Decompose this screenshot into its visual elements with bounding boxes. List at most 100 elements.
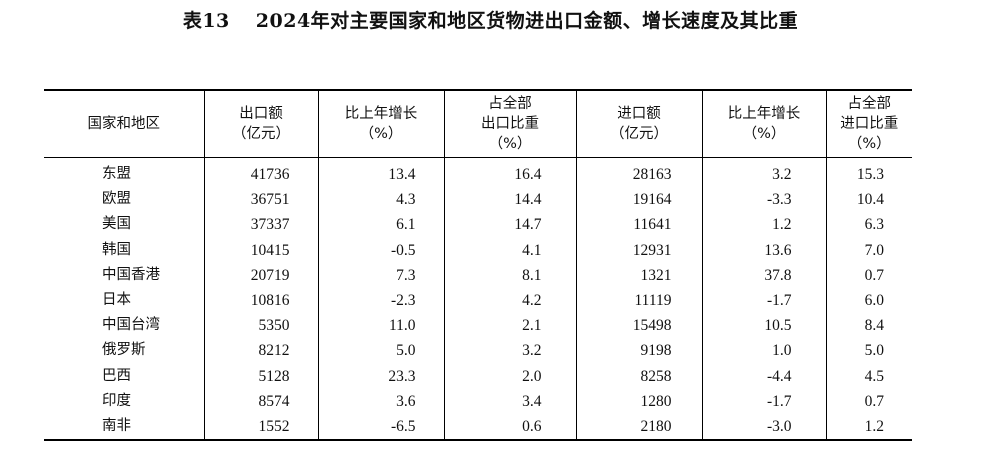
value-cell: 23.3	[317, 363, 444, 389]
table-row: 南非 1552 -6.5 0.6 2180 -3.0 1.2	[44, 414, 912, 441]
column-header-line: 进口额	[617, 106, 661, 122]
column-header-line: （%）	[847, 136, 891, 152]
column-header: 占全部出口比重 （%）	[443, 90, 576, 158]
region-name-cell: 南非	[102, 418, 131, 435]
table-row: 日本 10816 -2.3 4.2 11119 -1.7 6.0	[44, 288, 912, 314]
column-header-line: 出口比重	[481, 116, 539, 132]
table-row: 中国香港 20719 7.3 8.1 1321 37.8 0.7	[44, 262, 912, 289]
value-cell: 0.7	[825, 388, 912, 415]
value-cell: 14.4	[443, 187, 576, 213]
value-cell: 2.1	[443, 313, 576, 339]
value-cell: 8.1	[443, 262, 576, 289]
value-cell: 15.3	[825, 157, 912, 188]
value-cell: 41736	[203, 157, 318, 188]
value-cell: 3.2	[443, 338, 576, 364]
table-row: 欧盟 36751 4.3 14.4 19164 -3.3 10.4	[44, 187, 912, 213]
table-row: 韩国 10415 -0.5 4.1 12931 13.6 7.0	[44, 237, 912, 263]
table-row: 中国台湾 5350 11.0 2.1 15498 10.5 8.4	[44, 313, 912, 339]
value-cell: 6.0	[825, 288, 912, 314]
value-cell: 1280	[575, 388, 702, 415]
value-cell: -6.5	[317, 414, 444, 441]
value-cell: 10415	[203, 237, 318, 263]
value-cell: 11.0	[317, 313, 444, 339]
column-header-line: （%）	[488, 136, 532, 152]
region-name-cell: 印度	[102, 392, 131, 409]
value-cell: 1321	[575, 262, 702, 289]
region-name-cell: 俄罗斯	[102, 342, 146, 359]
table-number: 表13	[182, 10, 230, 32]
region-name-cell: 中国香港	[102, 266, 160, 283]
value-cell: 14.7	[443, 212, 576, 238]
value-cell: 8258	[575, 363, 702, 389]
value-cell: 0.6	[443, 414, 576, 441]
value-cell: -0.5	[317, 237, 444, 263]
column-header: 占全部进口比重 （%）	[825, 90, 912, 158]
column-header-line: （亿元）	[610, 126, 668, 142]
table-row: 印度 8574 3.6 3.4 1280 -1.7 0.7	[44, 388, 912, 415]
region-name-cell: 中国台湾	[102, 317, 160, 334]
region-name-cell: 美国	[102, 216, 131, 233]
column-header: 出口额 （亿元）	[203, 90, 318, 158]
table-title: 表13 2024年对主要国家和地区货物进出口金额、增长速度及其比重	[0, 6, 981, 33]
value-cell: -3.0	[701, 414, 826, 441]
column-header-line: 比上年增长	[727, 106, 801, 122]
value-cell: 5128	[203, 363, 318, 389]
value-cell: 5350	[203, 313, 318, 339]
value-cell: 4.2	[443, 288, 576, 314]
column-header-line: （亿元）	[232, 126, 290, 142]
value-cell: -3.3	[701, 187, 826, 213]
value-cell: 2.0	[443, 363, 576, 389]
value-cell: 8574	[203, 388, 318, 415]
region-name-cell: 东盟	[102, 166, 131, 182]
value-cell: 3.2	[701, 157, 826, 188]
value-cell: 5.0	[825, 338, 912, 364]
table-row: 美国 37337 6.1 14.7 11641 1.2 6.3	[44, 212, 912, 238]
value-cell: 1.2	[825, 414, 912, 441]
value-cell: 10.5	[701, 313, 826, 339]
column-header-line: 比上年增长	[344, 106, 418, 122]
value-cell: 8212	[203, 338, 318, 364]
value-cell: 3.4	[443, 388, 576, 415]
header-row: 国家和地区 出口额 （亿元） 比上年增长 （%） 占全部出口比重 （%） 进口额 （亿元） 比上年…	[44, 90, 912, 158]
value-cell: 3.6	[317, 388, 444, 415]
table-title-text: 2024年对主要国家和地区货物进出口金额、增长速度及其比重	[255, 10, 799, 32]
value-cell: 6.1	[317, 212, 444, 238]
region-name-cell: 韩国	[102, 241, 131, 258]
column-header-line: 进口比重	[840, 116, 899, 132]
value-cell: 4.3	[317, 187, 444, 213]
value-cell: 1552	[203, 414, 318, 441]
region-name-cell: 欧盟	[102, 191, 131, 208]
value-cell: 15498	[575, 313, 702, 339]
value-cell: 37337	[203, 212, 318, 238]
column-header-line: （%）	[742, 126, 786, 142]
value-cell: 10.4	[825, 187, 912, 213]
value-cell: 13.6	[701, 237, 826, 263]
value-cell: 1.0	[701, 338, 826, 364]
value-cell: 28163	[575, 157, 702, 188]
trade-table: 国家和地区 出口额 （亿元） 比上年增长 （%） 占全部出口比重 （%） 进口额 （亿元） 比上年…	[44, 89, 912, 442]
column-header: 比上年增长 （%）	[701, 90, 826, 158]
column-header-line: 国家和地区	[87, 116, 161, 132]
value-cell: -2.3	[317, 288, 444, 314]
value-cell: 13.4	[317, 157, 444, 188]
column-header-line: 出口额	[239, 106, 283, 122]
column-header-line: 占全部	[847, 96, 892, 112]
table-body: 东盟 41736 13.4 16.4 28163 3.2 15.3 欧盟 36751 4.3 14.…	[44, 157, 912, 441]
value-cell: 11641	[575, 212, 702, 238]
column-header: 进口额 （亿元）	[575, 90, 702, 158]
value-cell: 37.8	[701, 262, 826, 289]
value-cell: 11119	[575, 288, 702, 314]
column-header-line: （%）	[359, 126, 403, 142]
value-cell: 10816	[203, 288, 318, 314]
column-header-line: 占全部	[488, 96, 532, 112]
value-cell: 20719	[203, 262, 318, 289]
value-cell: 36751	[203, 187, 318, 213]
value-cell: -1.7	[701, 388, 826, 415]
value-cell: -1.7	[701, 288, 826, 314]
value-cell: 7.0	[825, 237, 912, 263]
value-cell: 1.2	[701, 212, 826, 238]
value-cell: 19164	[575, 187, 702, 213]
region-name-cell: 巴西	[102, 367, 131, 384]
value-cell: 16.4	[443, 157, 576, 188]
value-cell: 7.3	[317, 262, 444, 289]
